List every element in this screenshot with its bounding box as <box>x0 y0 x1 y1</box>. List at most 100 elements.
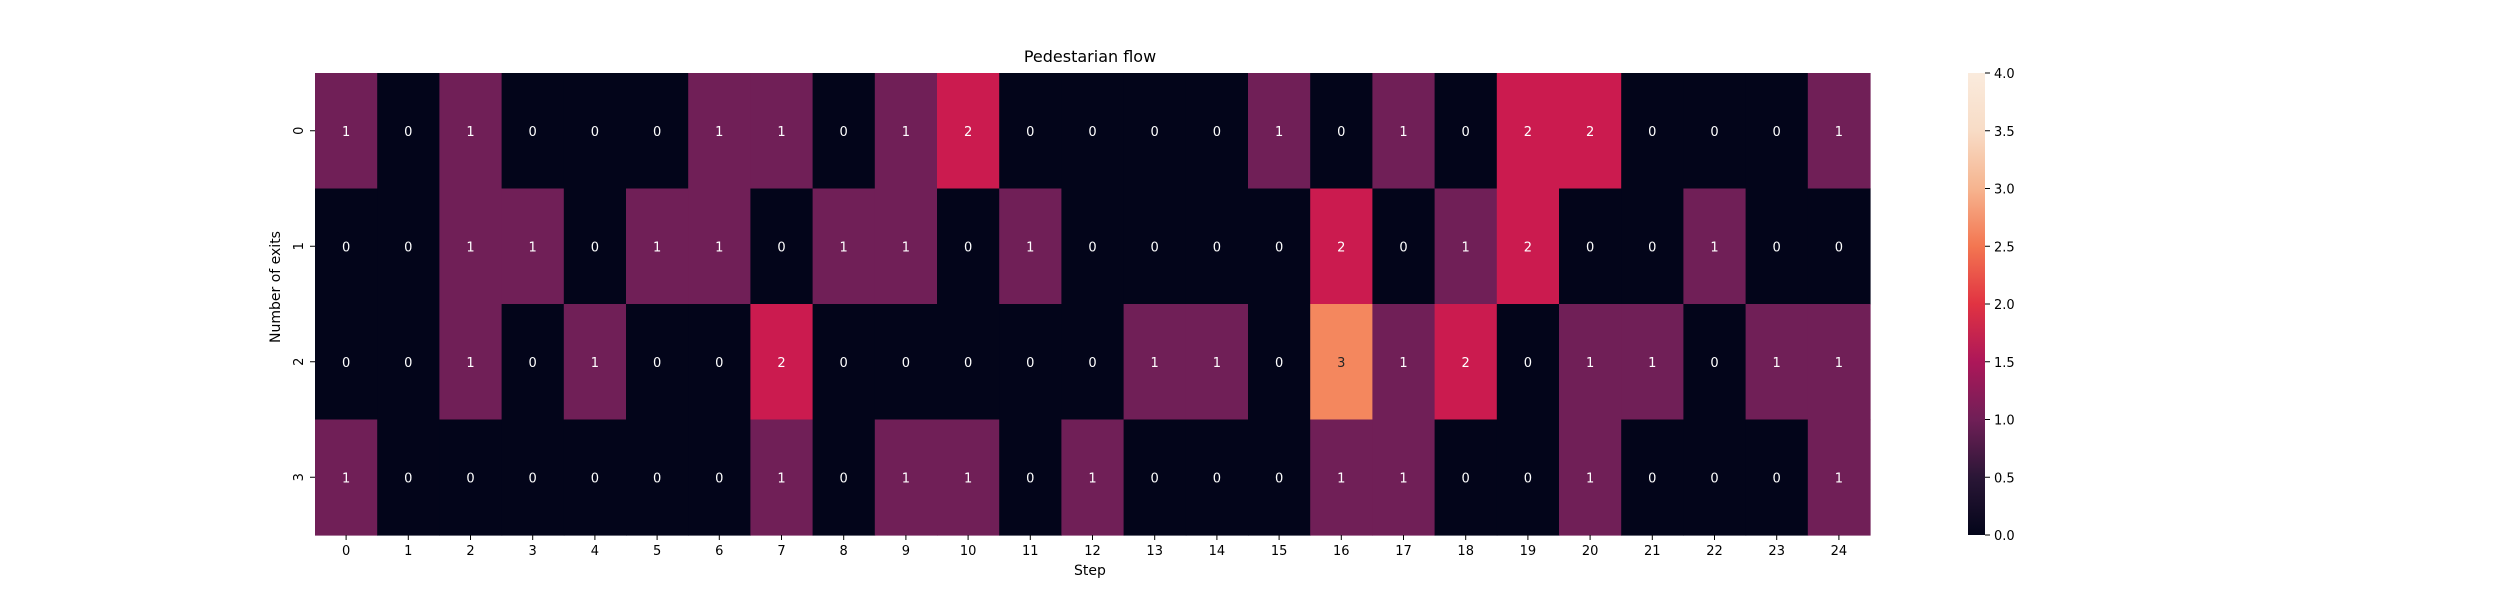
cell-value-label: 1 <box>1648 356 1656 371</box>
heatmap-cell <box>377 188 440 305</box>
colorbar-tick-label: 1.0 <box>1994 414 2015 429</box>
x-tick-label: 11 <box>1022 544 1039 559</box>
heatmap-cell <box>563 73 627 190</box>
y-tick-label: 0 <box>292 127 307 135</box>
heatmap-cell <box>999 304 1062 421</box>
cell-value-label: 1 <box>529 240 537 255</box>
cell-value-label: 2 <box>964 125 972 140</box>
cell-value-label: 0 <box>1337 125 1345 140</box>
heatmap-cell <box>937 419 1000 536</box>
colorbar-tick-label: 0.5 <box>1994 471 2015 486</box>
cell-value-label: 1 <box>1835 125 1843 140</box>
heatmap-cell <box>1559 188 1622 305</box>
cell-value-label: 0 <box>1399 240 1407 255</box>
cell-value-label: 1 <box>1710 240 1718 255</box>
heatmap-cell <box>688 419 751 536</box>
cell-value-label: 1 <box>1026 240 1034 255</box>
heatmap-cell <box>1061 304 1125 421</box>
y-axis: 0 1 2 3 <box>292 127 315 481</box>
cell-value-label: 0 <box>653 471 661 486</box>
x-tick-label: 10 <box>960 544 977 559</box>
cell-value-label: 0 <box>1213 125 1221 140</box>
colorbar-tick-label: 3.5 <box>1994 125 2015 140</box>
colorbar-tick-label: 2.5 <box>1994 240 2015 255</box>
heatmap-cell <box>812 304 876 421</box>
x-tick-label: 5 <box>653 544 661 559</box>
cell-value-label: 0 <box>1648 471 1656 486</box>
colorbar <box>1968 73 1985 535</box>
cell-value-label: 0 <box>840 471 848 486</box>
heatmap-cells: 1 0 1 0 0 0 1 1 0 1 2 0 0 0 0 1 0 1 0 2 2 0 0 0 1 0 0 1 1 0 1 1 0 1 1 0 1 0 0 0… <box>315 73 1871 536</box>
heatmap-cell <box>1621 304 1684 421</box>
colorbar-tick-label: 3.0 <box>1994 183 2015 198</box>
heatmap-cell <box>937 188 1000 305</box>
heatmap-cell <box>1248 188 1311 305</box>
cell-value-label: 2 <box>1524 125 1532 140</box>
cell-value-label: 0 <box>1151 471 1159 486</box>
cell-value-label: 0 <box>1835 240 1843 255</box>
cell-value-label: 1 <box>715 240 723 255</box>
cell-value-label: 0 <box>1275 471 1283 486</box>
x-axis-label: Step <box>1074 563 1106 579</box>
cell-value-label: 0 <box>466 471 474 486</box>
heatmap-cell <box>626 419 689 536</box>
cell-value-label: 1 <box>902 125 910 140</box>
cell-value-label: 0 <box>1275 356 1283 371</box>
heatmap-cell <box>439 419 503 536</box>
cell-value-label: 0 <box>342 356 350 371</box>
cell-value-label: 1 <box>902 240 910 255</box>
cell-value-label: 2 <box>1337 240 1345 255</box>
colorbar-tick-label: 1.5 <box>1994 356 2015 371</box>
heatmap-cell <box>501 304 565 421</box>
cell-value-label: 1 <box>1151 356 1159 371</box>
cell-value-label: 0 <box>529 125 537 140</box>
heatmap-cell <box>874 73 938 190</box>
heatmap-cell <box>1123 419 1187 536</box>
cell-value-label: 1 <box>342 125 350 140</box>
cell-value-label: 0 <box>1773 125 1781 140</box>
x-tick-label: 15 <box>1271 544 1288 559</box>
cell-value-label: 0 <box>529 471 537 486</box>
cell-value-label: 2 <box>1586 125 1594 140</box>
cell-value-label: 1 <box>1275 125 1283 140</box>
cell-value-label: 0 <box>404 356 412 371</box>
x-tick-label: 4 <box>591 544 599 559</box>
heatmap-cell <box>999 419 1062 536</box>
heatmap-cell <box>315 419 378 536</box>
heatmap-cell <box>501 73 565 190</box>
heatmap-cell <box>937 73 1000 190</box>
heatmap-cell <box>1061 73 1125 190</box>
cell-value-label: 0 <box>1710 125 1718 140</box>
cell-value-label: 1 <box>1835 356 1843 371</box>
heatmap-cell <box>1745 304 1809 421</box>
heatmap-cell <box>688 73 751 190</box>
cell-value-label: 0 <box>715 356 723 371</box>
cell-value-label: 1 <box>1399 471 1407 486</box>
cell-value-label: 0 <box>1213 240 1221 255</box>
heatmap-cell <box>874 419 938 536</box>
heatmap-cell <box>501 188 565 305</box>
heatmap-cell <box>377 304 440 421</box>
cell-value-label: 1 <box>653 240 661 255</box>
cell-value-label: 0 <box>840 125 848 140</box>
cell-value-label: 0 <box>342 240 350 255</box>
cell-value-label: 1 <box>466 125 474 140</box>
heatmap-cell <box>1683 188 1747 305</box>
y-tick-label: 1 <box>292 242 307 250</box>
heatmap-cell <box>750 188 814 305</box>
x-tick-label: 14 <box>1209 544 1226 559</box>
cell-value-label: 1 <box>1337 471 1345 486</box>
x-tick-label: 18 <box>1457 544 1474 559</box>
cell-value-label: 0 <box>840 356 848 371</box>
heatmap-cell <box>1807 419 1871 536</box>
heatmap-cell <box>812 188 876 305</box>
cell-value-label: 1 <box>777 471 785 486</box>
cell-value-label: 0 <box>529 356 537 371</box>
cell-value-label: 1 <box>715 125 723 140</box>
cell-value-label: 1 <box>466 356 474 371</box>
heatmap-cell <box>1683 304 1747 421</box>
heatmap-cell <box>1310 419 1373 536</box>
heatmap-cell <box>874 304 938 421</box>
heatmap-cell <box>563 419 627 536</box>
